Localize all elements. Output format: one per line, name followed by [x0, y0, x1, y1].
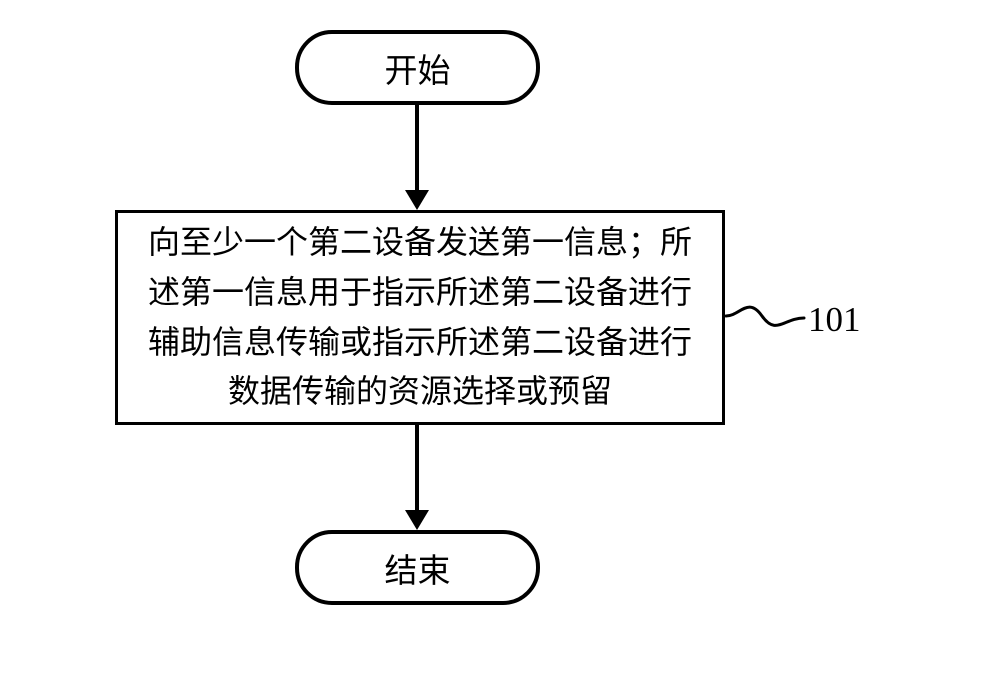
node-end-label: 结束 — [385, 544, 451, 592]
node-start-label: 开始 — [385, 44, 451, 92]
node-start: 开始 — [295, 30, 540, 105]
node-step101: 向至少一个第二设备发送第一信息；所 述第一信息用于指示所述第二设备进行 辅助信息… — [115, 210, 725, 425]
step-label-101: 101 — [808, 300, 861, 340]
node-end: 结束 — [295, 530, 540, 605]
node-step101-text: 向至少一个第二设备发送第一信息；所 述第一信息用于指示所述第二设备进行 辅助信息… — [148, 218, 692, 416]
flowchart-canvas: 开始向至少一个第二设备发送第一信息；所 述第一信息用于指示所述第二设备进行 辅助… — [0, 0, 1000, 674]
